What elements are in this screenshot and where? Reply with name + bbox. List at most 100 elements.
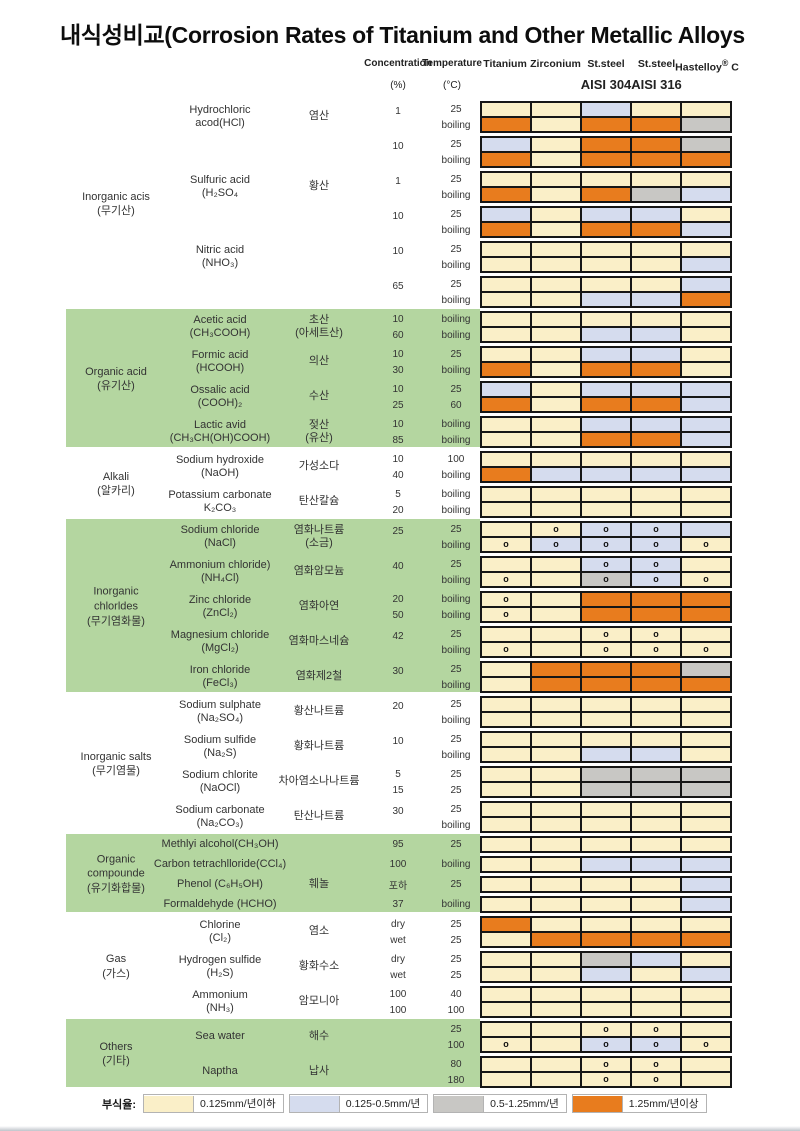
temperature-value: boiling bbox=[441, 294, 471, 306]
rating-cell: o bbox=[632, 1058, 680, 1071]
rating-cell bbox=[682, 933, 730, 946]
rating-cell bbox=[582, 988, 630, 1001]
chemical-block: Lactic avid (CH₃CH(OH)COOH) 젖산 (유산) 10 85 boil… bbox=[166, 416, 800, 448]
alloy-column-header: St.steel bbox=[587, 58, 625, 70]
rating-cell bbox=[582, 748, 630, 761]
chemical-korean-line: 젖산 bbox=[308, 418, 330, 431]
category-label-line: Organic bbox=[96, 853, 136, 866]
chemical-name: Formaldehyde (HCHO) bbox=[163, 896, 276, 913]
rating-cell bbox=[682, 208, 730, 221]
temperature-unit-header: (°C) bbox=[443, 80, 461, 91]
rating-grid bbox=[480, 896, 732, 913]
chemical-block: Nitric acid (NHO₃) 10 25 boiling bbox=[166, 241, 800, 273]
rating-cell bbox=[632, 398, 680, 411]
rating-cell bbox=[682, 173, 730, 186]
rating-cell bbox=[482, 188, 530, 201]
rating-cell bbox=[532, 643, 580, 656]
temperature-value: 25 bbox=[450, 243, 462, 255]
rating-cell bbox=[682, 953, 730, 966]
tested-marker: o bbox=[503, 609, 509, 619]
chemical-name-line: Lactic avid bbox=[194, 418, 246, 431]
chemical-korean-line: 염화제2철 bbox=[295, 670, 343, 683]
chemical-name-line: Ossalic acid bbox=[190, 383, 250, 396]
rating-cell bbox=[582, 468, 630, 481]
chemical-korean-name: 염소 bbox=[274, 916, 364, 948]
rating-cell bbox=[532, 1038, 580, 1051]
rating-cell bbox=[532, 1023, 580, 1036]
rating-cell bbox=[532, 503, 580, 516]
chemical-block: Formic acid (HCOOH) 의산 10 30 25 boiling bbox=[166, 346, 800, 378]
category-highlight-band bbox=[66, 834, 480, 912]
legend-title: 부식율: bbox=[102, 1098, 137, 1111]
rating-cell bbox=[582, 783, 630, 796]
rating-cell bbox=[682, 748, 730, 761]
rating-grid bbox=[480, 876, 732, 893]
rating-cell bbox=[682, 838, 730, 851]
rating-cell bbox=[582, 453, 630, 466]
rating-cell bbox=[532, 748, 580, 761]
tested-marker: o bbox=[603, 574, 609, 584]
rating-grid bbox=[480, 171, 732, 203]
rating-cell bbox=[682, 608, 730, 621]
chemical-korean-name: 해수 bbox=[274, 1021, 364, 1053]
chemical-blocks: Sodium hydroxide (NaOH) 가성소다 10 40 100 boiling… bbox=[166, 451, 800, 518]
rating-cell bbox=[482, 313, 530, 326]
chemical-block: Sodium carbonate (Na₂CO₃) 탄산나트륨 30 25 boiling bbox=[166, 801, 800, 833]
chemical-name-line: Sulfuric acid bbox=[190, 173, 250, 186]
chemical-korean-name bbox=[274, 856, 364, 873]
rating-cell bbox=[632, 593, 680, 606]
chemical-name-line: Sodium sulfide bbox=[183, 733, 257, 746]
rating-cell bbox=[532, 348, 580, 361]
chemical-korean-name: 탄산나트륨 bbox=[274, 801, 364, 833]
rating-cell bbox=[482, 153, 530, 166]
rating-cell bbox=[532, 138, 580, 151]
category-label: Inorganic acis (무기산) bbox=[66, 190, 166, 220]
tested-marker: o bbox=[603, 1024, 609, 1034]
legend-item: 1.25mm/년이상 bbox=[571, 1094, 707, 1113]
concentration-values: 30 bbox=[364, 801, 432, 833]
rating-grid bbox=[480, 696, 732, 728]
category-label: Others (기타) bbox=[66, 1040, 166, 1070]
rating-cell bbox=[482, 918, 530, 931]
rating-cell bbox=[532, 1073, 580, 1086]
concentration-value: 20 bbox=[392, 701, 404, 713]
concentration-value: 1 bbox=[395, 176, 401, 188]
rating-cell bbox=[482, 1023, 530, 1036]
concentration-values: 5 20 bbox=[364, 486, 432, 518]
chemical-name bbox=[166, 136, 274, 168]
rating-cell bbox=[582, 918, 630, 931]
category-label-line: (무기염물) bbox=[92, 765, 140, 778]
alloy-column-header: Zirconium bbox=[530, 58, 581, 70]
rating-cell bbox=[682, 593, 730, 606]
temperature-values: boiling bbox=[432, 896, 480, 913]
tested-marker: o bbox=[603, 1074, 609, 1084]
concentration-values: 10 bbox=[364, 241, 432, 273]
rating-cell bbox=[582, 898, 630, 911]
concentration-value: 25 bbox=[392, 526, 404, 538]
chemical-korean-name: 차아염소나나트륨 bbox=[274, 766, 364, 798]
chemical-block: Sulfuric acid (H₂SO₄ 황산 1 25 boiling bbox=[166, 171, 800, 203]
rating-grid bbox=[480, 486, 732, 518]
chemical-name-line: acod(HCl) bbox=[195, 117, 245, 129]
rating-cell bbox=[632, 243, 680, 256]
rating-cell bbox=[632, 173, 680, 186]
rating-cell bbox=[532, 293, 580, 306]
concentration-value: 85 bbox=[392, 434, 404, 446]
concentration-value: 100 bbox=[389, 1004, 407, 1016]
rating-cell bbox=[532, 398, 580, 411]
chemical-name-line: Hydrochloric bbox=[189, 103, 251, 116]
chemical-blocks: Sea water 해수 25 100 o o o o o o Naptha 납사 80 180 o o o o bbox=[166, 1021, 800, 1088]
rating-cell: o bbox=[482, 1038, 530, 1051]
concentration-values: 20 50 bbox=[364, 591, 432, 623]
concentration-values: 25 bbox=[364, 521, 432, 553]
tested-marker: o bbox=[603, 1039, 609, 1049]
concentration-values: 40 bbox=[364, 556, 432, 588]
category-label-line: Inorganic bbox=[93, 585, 139, 598]
chemical-name: Ammonium (NH₃) bbox=[166, 986, 274, 1018]
rating-cell bbox=[482, 818, 530, 831]
rating-cell bbox=[582, 803, 630, 816]
rating-cell bbox=[632, 678, 680, 691]
rating-cell bbox=[682, 1003, 730, 1016]
rating-cell bbox=[532, 208, 580, 221]
